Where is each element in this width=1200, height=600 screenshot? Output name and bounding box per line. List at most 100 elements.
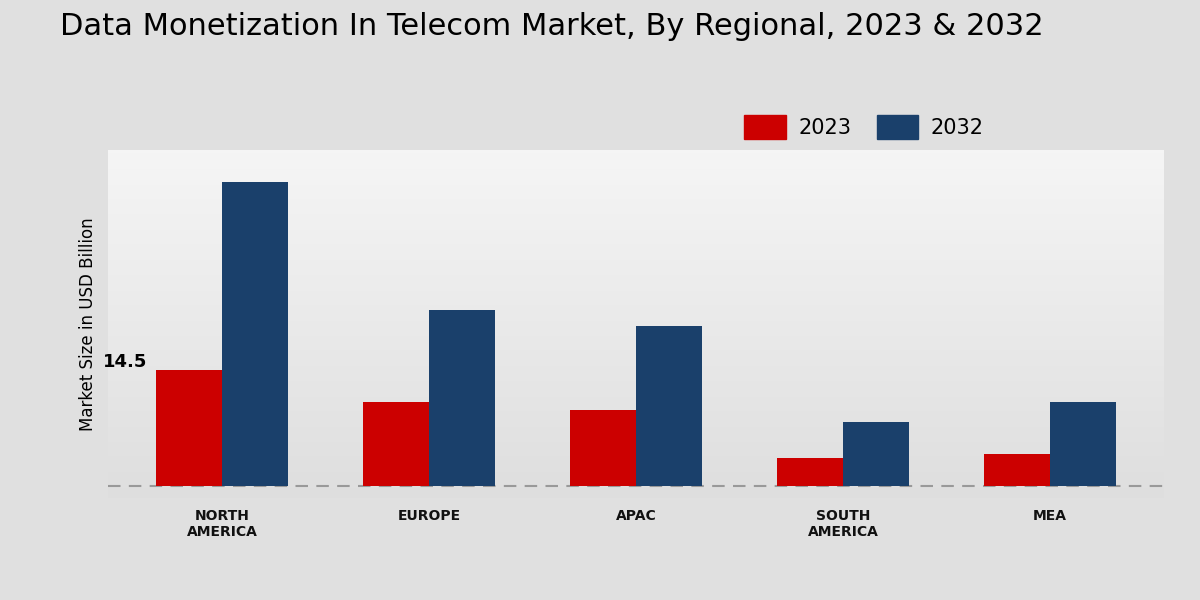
Bar bbox=[108, 268, 1164, 270]
Bar bbox=[108, 301, 1164, 303]
Bar bbox=[108, 166, 1164, 167]
Bar bbox=[108, 308, 1164, 310]
Bar bbox=[108, 173, 1164, 175]
Bar bbox=[108, 407, 1164, 409]
Bar bbox=[108, 380, 1164, 382]
Bar bbox=[108, 260, 1164, 262]
Bar bbox=[108, 418, 1164, 420]
Bar bbox=[108, 472, 1164, 473]
Bar bbox=[108, 469, 1164, 470]
Bar bbox=[108, 212, 1164, 214]
Bar bbox=[108, 361, 1164, 362]
Bar bbox=[108, 402, 1164, 404]
Bar bbox=[108, 265, 1164, 266]
Bar bbox=[108, 247, 1164, 249]
Bar bbox=[108, 171, 1164, 173]
Bar bbox=[108, 162, 1164, 164]
Bar bbox=[108, 176, 1164, 178]
Bar bbox=[108, 295, 1164, 296]
Bar bbox=[108, 286, 1164, 287]
Bar bbox=[108, 496, 1164, 498]
Bar bbox=[362, 402, 428, 486]
Bar bbox=[108, 413, 1164, 415]
Bar bbox=[108, 347, 1164, 349]
Bar bbox=[108, 227, 1164, 228]
Bar bbox=[222, 182, 288, 486]
Bar bbox=[108, 385, 1164, 386]
Bar bbox=[108, 340, 1164, 341]
Bar bbox=[108, 317, 1164, 319]
Bar bbox=[108, 421, 1164, 423]
Bar bbox=[108, 157, 1164, 158]
Bar bbox=[108, 367, 1164, 369]
Bar bbox=[108, 228, 1164, 230]
Bar bbox=[108, 314, 1164, 316]
Bar bbox=[108, 303, 1164, 305]
Bar bbox=[108, 183, 1164, 185]
Bar bbox=[108, 208, 1164, 209]
Bar bbox=[108, 262, 1164, 263]
Bar bbox=[108, 427, 1164, 428]
Bar bbox=[108, 298, 1164, 299]
Bar bbox=[108, 453, 1164, 455]
Bar bbox=[108, 359, 1164, 361]
Y-axis label: Market Size in USD Billion: Market Size in USD Billion bbox=[79, 217, 97, 431]
Bar bbox=[108, 473, 1164, 475]
Bar bbox=[108, 451, 1164, 453]
Bar bbox=[108, 394, 1164, 395]
Bar bbox=[108, 202, 1164, 204]
Bar bbox=[108, 331, 1164, 332]
Bar bbox=[108, 382, 1164, 383]
Bar bbox=[108, 456, 1164, 458]
Bar bbox=[108, 416, 1164, 418]
Bar bbox=[108, 437, 1164, 439]
Bar bbox=[108, 178, 1164, 179]
Bar bbox=[108, 326, 1164, 328]
Bar bbox=[108, 352, 1164, 353]
Bar bbox=[108, 399, 1164, 401]
Bar bbox=[108, 289, 1164, 291]
Bar bbox=[108, 241, 1164, 242]
Bar bbox=[108, 175, 1164, 176]
Bar bbox=[108, 401, 1164, 402]
Bar bbox=[108, 345, 1164, 347]
Bar bbox=[108, 436, 1164, 437]
Bar bbox=[108, 336, 1164, 338]
Bar bbox=[108, 364, 1164, 366]
Bar bbox=[108, 193, 1164, 195]
Bar bbox=[108, 169, 1164, 171]
Bar bbox=[108, 237, 1164, 239]
Bar bbox=[108, 220, 1164, 221]
Bar bbox=[108, 320, 1164, 322]
Bar bbox=[428, 310, 496, 486]
Bar bbox=[108, 239, 1164, 241]
Bar bbox=[108, 279, 1164, 280]
Bar bbox=[108, 420, 1164, 421]
Bar bbox=[108, 233, 1164, 235]
Bar bbox=[108, 343, 1164, 345]
Bar bbox=[108, 406, 1164, 407]
Bar bbox=[108, 275, 1164, 277]
Bar bbox=[108, 287, 1164, 289]
Bar bbox=[108, 369, 1164, 371]
Bar bbox=[108, 397, 1164, 399]
Bar bbox=[108, 155, 1164, 157]
Bar bbox=[108, 167, 1164, 169]
Bar bbox=[108, 244, 1164, 246]
Bar bbox=[108, 390, 1164, 392]
Bar bbox=[108, 329, 1164, 331]
Bar bbox=[108, 293, 1164, 295]
Bar bbox=[108, 484, 1164, 486]
Bar bbox=[108, 409, 1164, 411]
Bar bbox=[108, 223, 1164, 225]
Bar bbox=[108, 461, 1164, 463]
Bar bbox=[108, 221, 1164, 223]
Bar bbox=[108, 256, 1164, 258]
Bar bbox=[108, 187, 1164, 188]
Bar bbox=[108, 199, 1164, 200]
Bar bbox=[108, 312, 1164, 314]
Bar bbox=[108, 152, 1164, 154]
Legend: 2023, 2032: 2023, 2032 bbox=[736, 106, 992, 147]
Bar bbox=[108, 179, 1164, 181]
Bar bbox=[108, 206, 1164, 208]
